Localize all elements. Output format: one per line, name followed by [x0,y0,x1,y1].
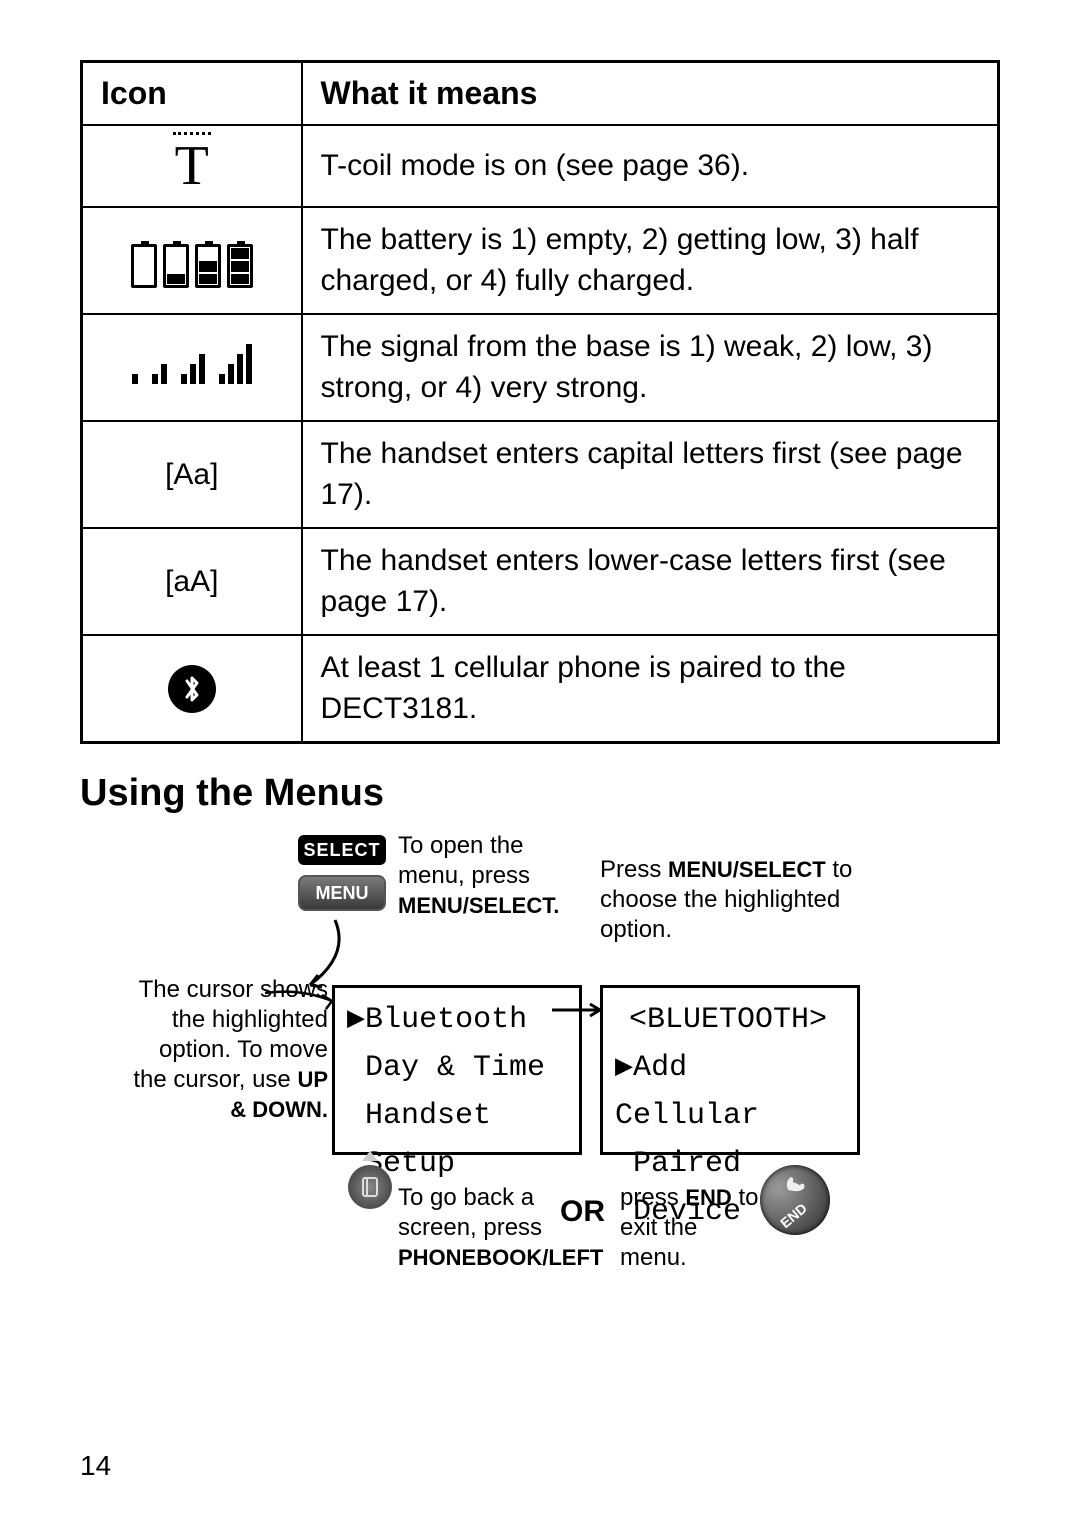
section-heading: Using the Menus [80,772,1000,815]
page-number: 14 [80,1450,111,1482]
caps-first-icon: [Aa] [82,421,302,528]
screen-left-line2: Day & Time [347,1044,567,1092]
icon-meaning-table: Icon What it means T T-coil mode is on (… [80,60,1000,744]
screen-left: ▶Bluetooth Day & Time Handset Setup [332,985,582,1155]
table-row: The signal from the base is 1) weak, 2) … [82,314,999,421]
table-row: At least 1 cellular phone is paired to t… [82,635,999,743]
caps-first-desc: The handset enters capital letters first… [302,421,999,528]
header-icon: Icon [82,62,302,126]
select-button-graphic: SELECT [298,835,386,865]
back-caption: To go back a screen, press PHONEBOOK/LEF… [398,1183,568,1273]
choose-option-caption: Press MENU/SELECT to choose the highligh… [600,855,860,945]
battery-desc: The battery is 1) empty, 2) getting low,… [302,207,999,314]
or-label: OR [560,1195,605,1229]
header-meaning: What it means [302,62,999,126]
screen-right-line2: ▶Add Cellular [615,1044,845,1140]
battery-icon [82,207,302,314]
signal-icon [82,314,302,421]
menu-button-graphic: MENU [298,875,386,911]
end-caption: press END to exit the menu. [620,1183,760,1273]
screen-right: <BLUETOOTH> ▶Add Cellular Paired Device [600,985,860,1155]
table-row: [Aa] The handset enters capital letters … [82,421,999,528]
bluetooth-desc: At least 1 cellular phone is paired to t… [302,635,999,743]
tcoil-desc: T-coil mode is on (see page 36). [302,125,999,207]
phonebook-button-graphic [348,1165,392,1209]
tcoil-icon: T [82,125,302,207]
bluetooth-icon [82,635,302,743]
lower-first-icon: [aA] [82,528,302,635]
signal-desc: The signal from the base is 1) weak, 2) … [302,314,999,421]
screen-right-line1: <BLUETOOTH> [615,996,845,1044]
table-row: The battery is 1) empty, 2) getting low,… [82,207,999,314]
cursor-caption: The cursor shows the highlighted option.… [128,975,328,1125]
menu-usage-diagram: SELECT MENU To open the menu, press MENU… [80,825,1000,1345]
open-menu-caption: To open the menu, press MENU/SELECT. [398,831,588,921]
screen-left-line1: ▶Bluetooth [347,996,567,1044]
table-row: T T-coil mode is on (see page 36). [82,125,999,207]
lower-first-desc: The handset enters lower-case letters fi… [302,528,999,635]
table-row: [aA] The handset enters lower-case lette… [82,528,999,635]
